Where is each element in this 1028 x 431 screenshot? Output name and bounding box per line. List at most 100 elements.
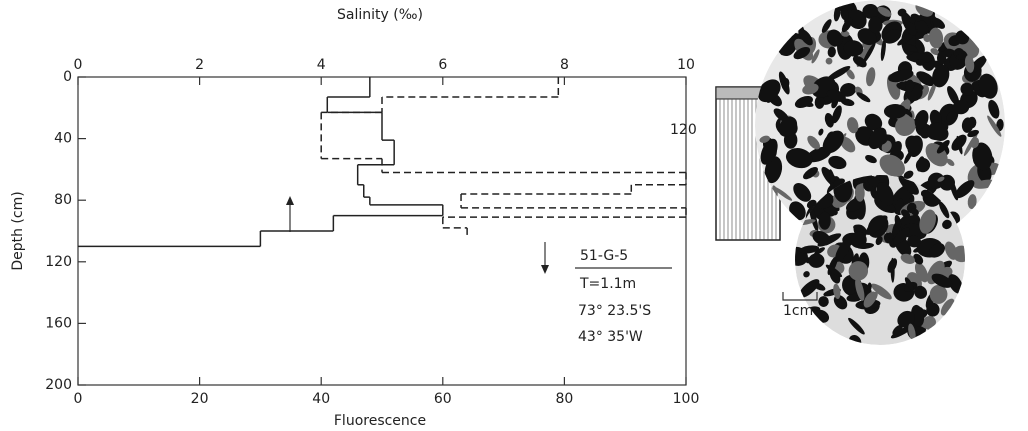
x-axis-label: Fluorescence — [334, 413, 426, 429]
texture — [812, 282, 826, 291]
texture — [807, 135, 820, 150]
texture — [824, 112, 834, 128]
texture — [936, 51, 947, 65]
texture — [826, 66, 851, 81]
texture — [914, 262, 929, 283]
arrow-head — [541, 265, 549, 274]
texture — [910, 208, 919, 216]
texture — [926, 302, 940, 317]
texture — [840, 8, 849, 21]
texture — [864, 113, 883, 131]
texture — [818, 296, 829, 307]
texture — [908, 323, 916, 341]
texture — [913, 285, 928, 299]
texture — [908, 17, 916, 24]
texture — [930, 48, 940, 56]
texture — [915, 158, 931, 173]
texture — [919, 209, 937, 234]
texture — [969, 55, 987, 73]
texture — [894, 198, 904, 212]
annotation: 43° 35'W — [578, 329, 643, 345]
texture — [793, 47, 811, 60]
texture — [826, 89, 846, 102]
y-axis-label: Depth (cm) — [10, 191, 26, 270]
texture — [888, 69, 914, 83]
texture — [887, 258, 898, 273]
x2-tick-label: 0 — [74, 57, 83, 73]
texture — [867, 176, 881, 188]
texture — [923, 34, 931, 43]
texture — [812, 230, 831, 246]
texture — [932, 17, 945, 29]
x2-tick-label: 10 — [677, 57, 695, 73]
texture — [916, 71, 935, 86]
texture — [825, 57, 833, 65]
texture — [794, 95, 813, 109]
texture — [840, 30, 850, 37]
texture — [877, 6, 892, 17]
x-tick-label: 40 — [312, 391, 330, 407]
texture — [978, 73, 998, 99]
annotation: 51-G-5 — [580, 248, 628, 264]
texture — [832, 105, 842, 124]
texture — [932, 64, 950, 88]
texture — [866, 67, 876, 87]
x-tick-label: 80 — [555, 391, 573, 407]
texture — [880, 38, 886, 61]
texture — [841, 17, 853, 33]
texture — [927, 82, 937, 101]
texture — [773, 186, 793, 201]
texture — [922, 315, 936, 329]
texture — [988, 99, 1000, 119]
texture — [907, 235, 922, 248]
texture — [847, 117, 859, 134]
texture — [760, 138, 778, 165]
texture — [793, 183, 812, 202]
annotation: 73° 23.5'S — [578, 303, 651, 319]
texture — [871, 283, 892, 300]
texture — [894, 214, 902, 229]
texture — [853, 224, 863, 232]
texture — [892, 324, 903, 336]
texture — [887, 232, 894, 240]
texture — [827, 46, 836, 58]
texture — [835, 237, 852, 262]
texture — [946, 111, 958, 123]
texture — [799, 28, 813, 46]
texture — [928, 27, 944, 49]
texture — [808, 253, 825, 268]
x-tick-label: 0 — [74, 391, 83, 407]
texture — [799, 245, 820, 254]
texture — [840, 83, 856, 97]
texture — [778, 71, 790, 95]
texture — [803, 167, 818, 180]
texture — [846, 68, 855, 80]
texture — [883, 29, 902, 44]
x-tick-label: 60 — [434, 391, 452, 407]
texture — [901, 43, 918, 52]
texture — [905, 135, 922, 154]
x2-tick-label: 2 — [195, 57, 204, 73]
y-tick-label: 120 — [45, 254, 72, 270]
x2-tick-label: 6 — [438, 57, 447, 73]
texture — [868, 16, 883, 34]
texture — [961, 117, 974, 133]
texture — [927, 172, 945, 189]
texture — [987, 115, 1002, 137]
texture — [893, 227, 910, 245]
texture — [818, 211, 831, 230]
texture — [867, 282, 872, 291]
texture — [868, 127, 887, 150]
texture — [855, 277, 865, 301]
texture — [920, 189, 931, 198]
texture — [856, 242, 874, 249]
texture — [905, 79, 915, 93]
texture — [809, 205, 819, 232]
texture — [879, 154, 905, 177]
texture — [814, 247, 825, 255]
micrograph — [755, 0, 1005, 345]
x2-tick-label: 4 — [317, 57, 326, 73]
texture — [857, 28, 877, 46]
texture — [952, 99, 970, 115]
